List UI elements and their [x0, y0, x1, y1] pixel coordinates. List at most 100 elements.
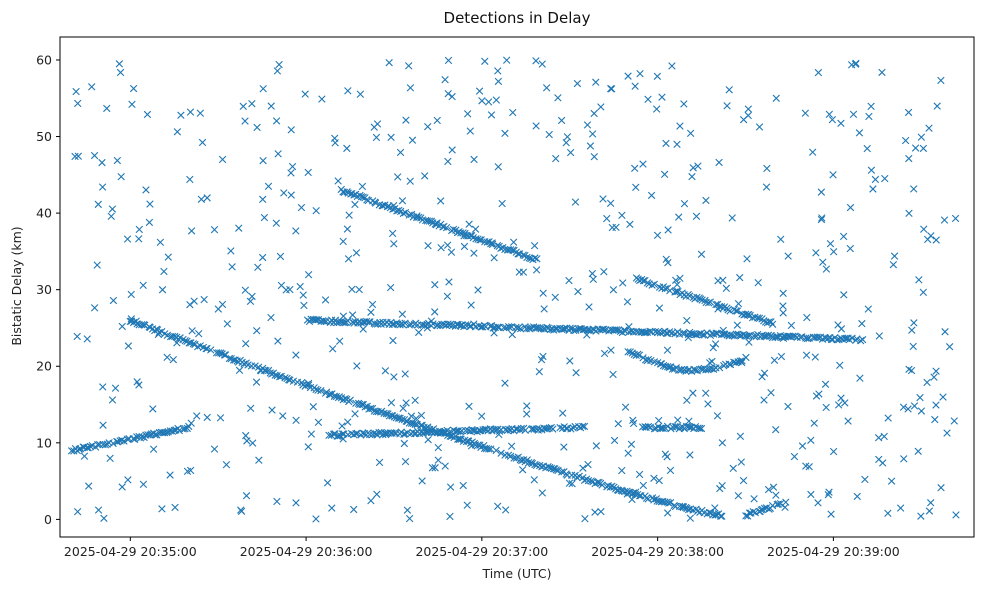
detection-point [405, 514, 414, 523]
detection-point [171, 332, 179, 341]
detection-point [158, 286, 167, 294]
detection-point [477, 236, 485, 244]
detection-point [910, 402, 919, 410]
detection-point [702, 196, 710, 205]
detection-point [765, 318, 773, 326]
detection-point [779, 289, 787, 298]
detection-point [588, 130, 597, 138]
detection-point [187, 339, 195, 347]
detection-point [755, 314, 764, 322]
detection-point [241, 117, 249, 125]
detection-point [554, 466, 562, 475]
detection-point [608, 482, 616, 490]
detection-point [655, 476, 663, 485]
detection-point [932, 236, 940, 244]
detection-point [599, 325, 608, 334]
detection-point [519, 268, 528, 276]
detection-point [910, 319, 918, 327]
detection-point [311, 316, 319, 324]
detection-point [733, 307, 742, 315]
detection-point [551, 293, 559, 302]
detection-point [494, 163, 502, 171]
detection-point [399, 404, 407, 412]
detection-point [287, 191, 295, 199]
detection-point [697, 424, 706, 433]
detection-point [339, 435, 347, 443]
detection-point [494, 502, 502, 510]
detection-point [777, 352, 786, 361]
detection-point [708, 357, 716, 366]
detection-point [390, 413, 399, 421]
detection-point [93, 261, 101, 269]
detection-point [653, 231, 662, 240]
detection-point [401, 319, 409, 327]
detection-point [941, 328, 949, 336]
detection-point [118, 436, 126, 444]
detection-point [591, 508, 599, 516]
detection-point [445, 429, 453, 437]
detection-point [673, 280, 681, 289]
detection-point [239, 102, 247, 111]
detection-point [348, 311, 357, 319]
detection-point [826, 240, 835, 248]
detection-point [173, 339, 181, 347]
detection-point [163, 353, 171, 361]
detection-point [173, 128, 182, 136]
detection-point [689, 389, 697, 397]
detection-point [487, 445, 495, 453]
detection-point [84, 482, 93, 490]
detection-point [760, 369, 769, 377]
detection-point [218, 155, 227, 164]
detection-point [803, 334, 812, 343]
detection-point [138, 433, 146, 441]
detection-point [382, 409, 391, 418]
detection-point [718, 482, 726, 490]
detection-point [623, 298, 632, 306]
detection-point [711, 504, 719, 512]
detection-point [518, 466, 527, 474]
detection-point [373, 120, 382, 128]
detection-point [818, 214, 826, 222]
detection-point [235, 366, 244, 375]
detection-point [750, 495, 758, 503]
detection-point [532, 122, 540, 130]
detection-point [424, 122, 432, 131]
detection-point [525, 254, 533, 262]
detection-point [909, 342, 917, 351]
detection-point [672, 276, 680, 284]
detection-point [328, 504, 336, 512]
detection-point [865, 112, 873, 121]
detection-point [171, 503, 179, 512]
detection-point [652, 105, 661, 113]
detection-point [566, 324, 574, 332]
detection-point [815, 390, 823, 398]
detection-point [678, 365, 686, 374]
detection-point [770, 356, 779, 364]
detection-point [158, 505, 166, 513]
detection-point [98, 158, 106, 167]
detection-point [827, 510, 835, 518]
detection-point [371, 320, 380, 328]
detection-point [734, 492, 743, 500]
detection-point [706, 298, 714, 306]
detection-point [642, 494, 651, 502]
detection-point [149, 405, 157, 413]
detection-point [129, 84, 138, 93]
detection-point [402, 116, 410, 124]
detection-point [686, 514, 695, 522]
detection-point [186, 175, 194, 184]
detection-point [693, 293, 701, 302]
detection-point [655, 416, 663, 425]
detection-point [931, 415, 939, 424]
detection-point [940, 216, 949, 224]
detection-point [475, 87, 484, 95]
detection-point [619, 279, 627, 287]
detection-point [339, 312, 348, 320]
detection-point [849, 110, 858, 118]
detection-point [650, 425, 659, 433]
detection-point [73, 332, 81, 341]
detection-point [644, 495, 652, 503]
detection-point [228, 263, 236, 271]
detection-point [543, 424, 551, 433]
detection-point [441, 76, 449, 84]
